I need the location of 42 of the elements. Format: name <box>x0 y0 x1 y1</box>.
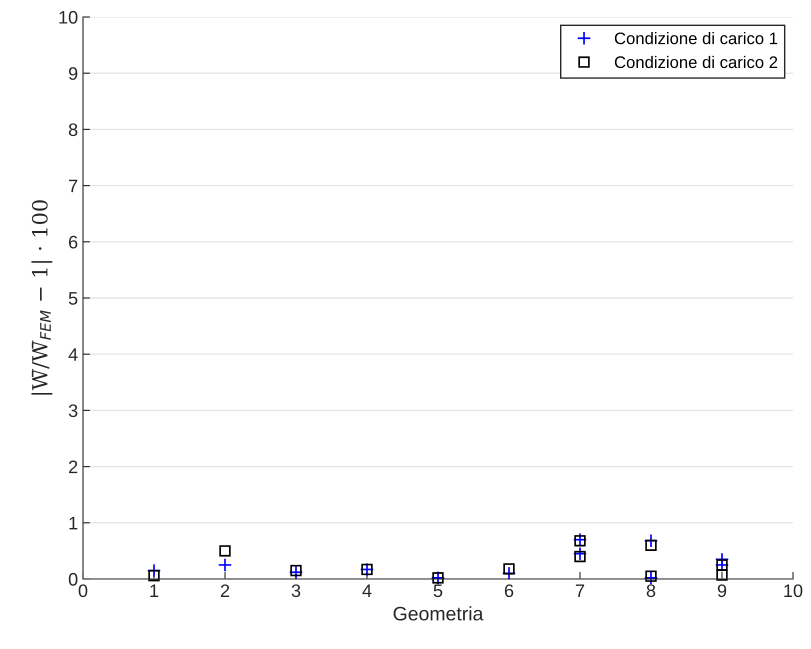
legend-label: Condizione di carico 2 <box>614 56 778 68</box>
point <box>645 540 657 551</box>
point <box>572 546 588 561</box>
point <box>574 535 586 546</box>
y-tick-label: 10 <box>59 10 78 24</box>
y-tick-label: 1 <box>69 516 78 530</box>
x-tick-label: 4 <box>362 584 372 597</box>
point <box>716 569 728 581</box>
y-tick-label: 2 <box>69 460 78 474</box>
point <box>218 558 232 572</box>
point <box>503 563 515 575</box>
x-tick-label: 7 <box>576 584 584 597</box>
point <box>572 532 588 547</box>
point <box>645 570 657 582</box>
x-tick-label: 8 <box>646 584 656 598</box>
point <box>219 545 231 557</box>
point <box>290 564 302 576</box>
y-tick-label: 9 <box>68 67 78 80</box>
x-tick-label: 5 <box>434 584 442 598</box>
y-axis-title: |W̄/W̄$_{FEM}$ − 1| · 100 <box>31 200 52 395</box>
x-tick-label: 1 <box>150 584 158 597</box>
y-tick-label: 5 <box>68 292 78 305</box>
x-axis-title: Geometria <box>394 606 484 621</box>
point <box>146 563 162 578</box>
y-tick-label: 4 <box>68 348 78 361</box>
point <box>288 565 304 580</box>
y-tick-label: 6 <box>69 236 78 249</box>
x-tick-label: 9 <box>718 584 726 598</box>
point <box>502 566 516 580</box>
y-tick-label: 7 <box>69 180 78 192</box>
point <box>148 570 160 582</box>
x-tick-label: 10 <box>784 584 802 598</box>
y-tick-label: 0 <box>68 572 78 586</box>
x-tick-label: 6 <box>504 584 514 598</box>
x-tick-label: 3 <box>292 584 300 598</box>
x-tick-label: 2 <box>220 584 230 597</box>
legend-label: Condizione di carico 1 <box>614 32 778 44</box>
y-tick-label: 8 <box>68 123 78 136</box>
x-tick-label: 0 <box>78 584 88 598</box>
point <box>644 570 658 585</box>
y-tick-label: 3 <box>68 404 78 418</box>
point <box>574 550 586 562</box>
